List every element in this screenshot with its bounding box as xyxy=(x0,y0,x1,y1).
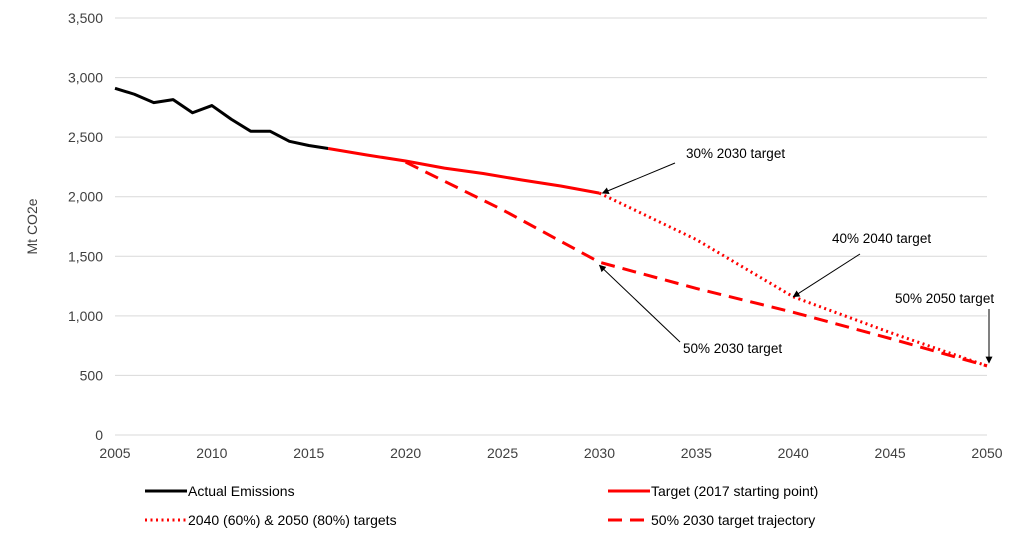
y-axis: 0 500 1,000 1,500 2,000 2,500 3,000 3,500 xyxy=(68,10,103,443)
legend-label: 50% 2030 target trajectory xyxy=(651,512,815,528)
annotation-arrow xyxy=(601,162,676,194)
series-lines xyxy=(114,86,988,368)
x-tick-label: 2040 xyxy=(778,445,809,461)
annotation-label: 50% 2030 target xyxy=(683,341,782,356)
series-line-actual-emissions xyxy=(114,86,329,150)
series-line-50-2030-target-trajectory xyxy=(405,160,988,368)
x-tick-label: 2010 xyxy=(196,445,227,461)
series-line-target-2017-starting-point xyxy=(327,146,600,195)
y-tick-label: 3,500 xyxy=(68,10,103,26)
series-line-2040-60-2050-80-targets xyxy=(598,191,988,368)
y-tick-label: 1,000 xyxy=(68,308,103,324)
annotation-arrow xyxy=(598,264,681,343)
x-tick-label: 2045 xyxy=(875,445,906,461)
annotations: 30% 2030 target 40% 2040 target 50% 2050 t… xyxy=(598,146,994,364)
y-tick-label: 1,500 xyxy=(68,248,103,264)
y-tick-label: 0 xyxy=(95,427,103,443)
x-tick-label: 2030 xyxy=(584,445,615,461)
y-tick-label: 2,500 xyxy=(68,129,103,145)
x-tick-label: 2025 xyxy=(487,445,518,461)
legend-label: Target (2017 starting point) xyxy=(651,483,818,499)
x-tick-label: 2015 xyxy=(293,445,324,461)
y-axis-title: Mt CO2e xyxy=(24,198,40,254)
y-tick-label: 500 xyxy=(80,367,104,383)
annotation-arrow xyxy=(792,253,861,298)
legend: Actual Emissions Target (2017 starting po… xyxy=(145,483,818,528)
legend-label: 2040 (60%) & 2050 (80%) targets xyxy=(188,512,397,528)
gridlines xyxy=(115,17,987,436)
x-axis: 2005 2010 2015 2020 2025 2030 2035 2040 2045 2050 xyxy=(99,445,1002,461)
x-tick-label: 2035 xyxy=(681,445,712,461)
y-tick-label: 2,000 xyxy=(68,189,103,205)
legend-label: Actual Emissions xyxy=(188,483,295,499)
x-tick-label: 2050 xyxy=(971,445,1002,461)
annotation-label: 40% 2040 target xyxy=(832,231,931,246)
annotation-label: 50% 2050 target xyxy=(895,291,994,306)
x-tick-label: 2020 xyxy=(390,445,421,461)
annotation-label: 30% 2030 target xyxy=(686,146,785,161)
x-tick-label: 2005 xyxy=(99,445,130,461)
y-tick-label: 3,000 xyxy=(68,70,103,86)
